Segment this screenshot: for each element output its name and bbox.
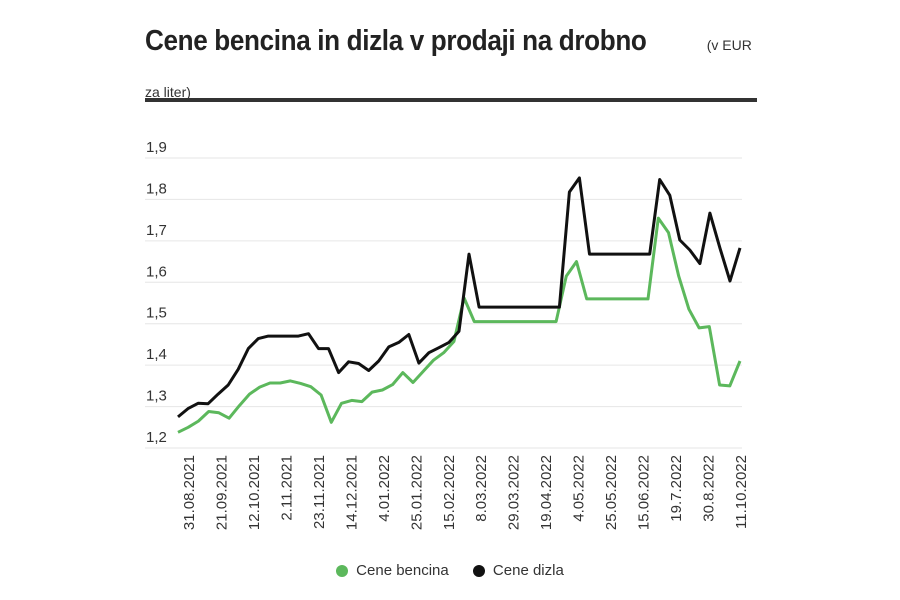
legend: Cene bencina Cene dizla [0,562,900,581]
chart-title: Cene bencina in dizla v prodaji na drobn… [145,18,765,116]
x-tick-label: 4.01.2022 [376,455,393,522]
grid-lines [145,157,742,449]
x-tick-label: 12.10.2021 [246,455,263,530]
x-tick-label: 11.10.2022 [733,455,750,529]
x-tick-label: 2.11.2021 [278,455,295,521]
x-tick-label: 15.06.2022 [636,455,653,530]
legend-label-dizel: Cene dizla [492,562,564,579]
y-tick-label: 1,7 [146,222,167,239]
series-line-dizel [177,176,742,419]
x-tick-label: 4.05.2022 [571,455,588,522]
x-tick-label: 23.11.2021 [311,455,328,529]
line-chart: 1,2 1,3 1,4 1,5 1,6 1,7 1,8 1,9 31.08.2021 21.09… [145,139,750,530]
x-tick-label: 8.03.2022 [473,455,490,522]
title-rule [145,98,757,102]
x-tick-label: 29.03.2022 [506,455,523,530]
x-tick-label: 30.8.2022 [701,455,718,522]
legend-dot-bencin [336,564,349,577]
x-tick-label: 25.01.2022 [408,455,425,530]
x-axis-ticks: 31.08.2021 21.09.2021 12.10.2021 2.11.2021 2… [181,455,750,530]
x-tick-label: 25.05.2022 [603,455,620,530]
y-tick-label: 1,9 [146,139,167,156]
legend-dot-dizel [472,564,485,577]
chart-subtitle: (v EUR za liter) [145,37,752,100]
y-tick-label: 1,2 [146,429,167,446]
legend-item-bencin[interactable]: Cene bencina [336,562,449,579]
y-tick-label: 1,6 [146,263,167,280]
series-lines [177,176,742,434]
x-tick-label: 19.7.2022 [668,455,685,522]
y-tick-label: 1,8 [146,180,167,197]
y-tick-label: 1,4 [146,346,167,363]
x-tick-label: 15.02.2022 [441,455,458,530]
legend-item-dizel[interactable]: Cene dizla [472,562,564,579]
chart-title-main: Cene bencina in dizla v prodaji na drobn… [145,25,647,57]
x-tick-label: 19.04.2022 [538,455,555,530]
legend-label-bencin: Cene bencina [356,562,449,579]
x-tick-label: 31.08.2021 [181,455,198,530]
y-axis-ticks: 1,2 1,3 1,4 1,5 1,6 1,7 1,8 1,9 [146,139,167,446]
y-tick-label: 1,5 [146,305,167,322]
x-tick-label: 21.09.2021 [213,455,230,530]
y-tick-label: 1,3 [146,388,167,405]
x-tick-label: 14.12.2021 [343,455,360,530]
